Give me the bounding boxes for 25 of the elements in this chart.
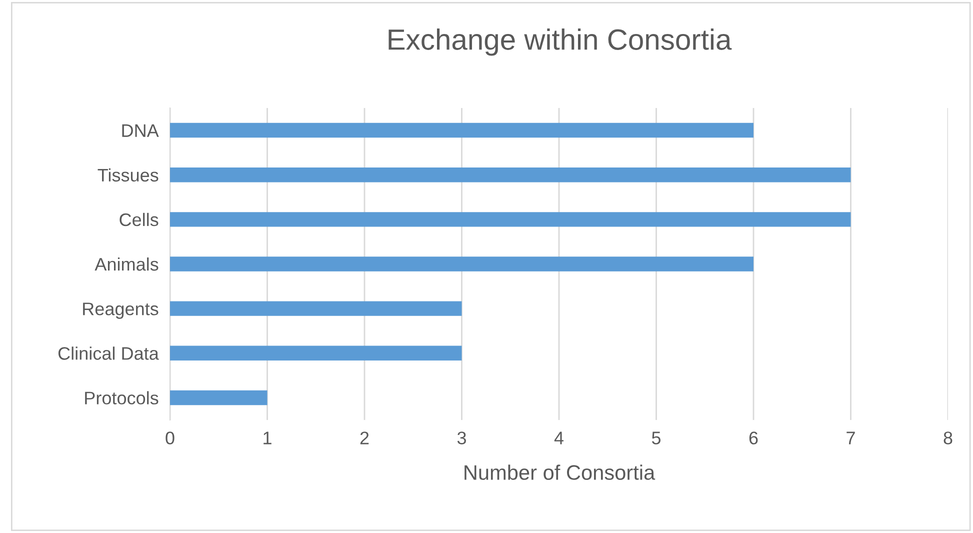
y-tick-label: Cells bbox=[120, 212, 158, 226]
y-tick-label: Animals bbox=[94, 257, 158, 271]
x-tick-label: 8 bbox=[944, 432, 952, 444]
x-axis-title: Number of Consortia bbox=[464, 464, 656, 480]
x-tick-label: 3 bbox=[457, 432, 466, 444]
y-tick-label: Clinical Data bbox=[58, 346, 159, 360]
bar bbox=[170, 256, 754, 272]
y-tick-label: Protocols bbox=[85, 391, 158, 404]
bar bbox=[170, 346, 462, 360]
bar bbox=[170, 122, 754, 138]
x-tick-label: 4 bbox=[554, 432, 564, 444]
bar bbox=[170, 212, 851, 227]
y-tick-label: Tissues bbox=[98, 168, 158, 182]
x-tick-label: 1 bbox=[264, 432, 272, 444]
x-tick-label: 6 bbox=[749, 432, 758, 444]
bar bbox=[170, 168, 851, 182]
bar bbox=[170, 301, 462, 316]
y-tick-label: DNA bbox=[122, 124, 159, 137]
y-tick-label: Reagents bbox=[83, 302, 158, 319]
chart-title: Exchange within Consortia bbox=[388, 28, 732, 56]
bar bbox=[170, 390, 268, 406]
x-tick-label: 2 bbox=[360, 432, 369, 444]
x-tick-label: 0 bbox=[166, 432, 174, 444]
x-tick-label: 7 bbox=[846, 432, 855, 444]
x-tick-label: 5 bbox=[652, 432, 661, 444]
